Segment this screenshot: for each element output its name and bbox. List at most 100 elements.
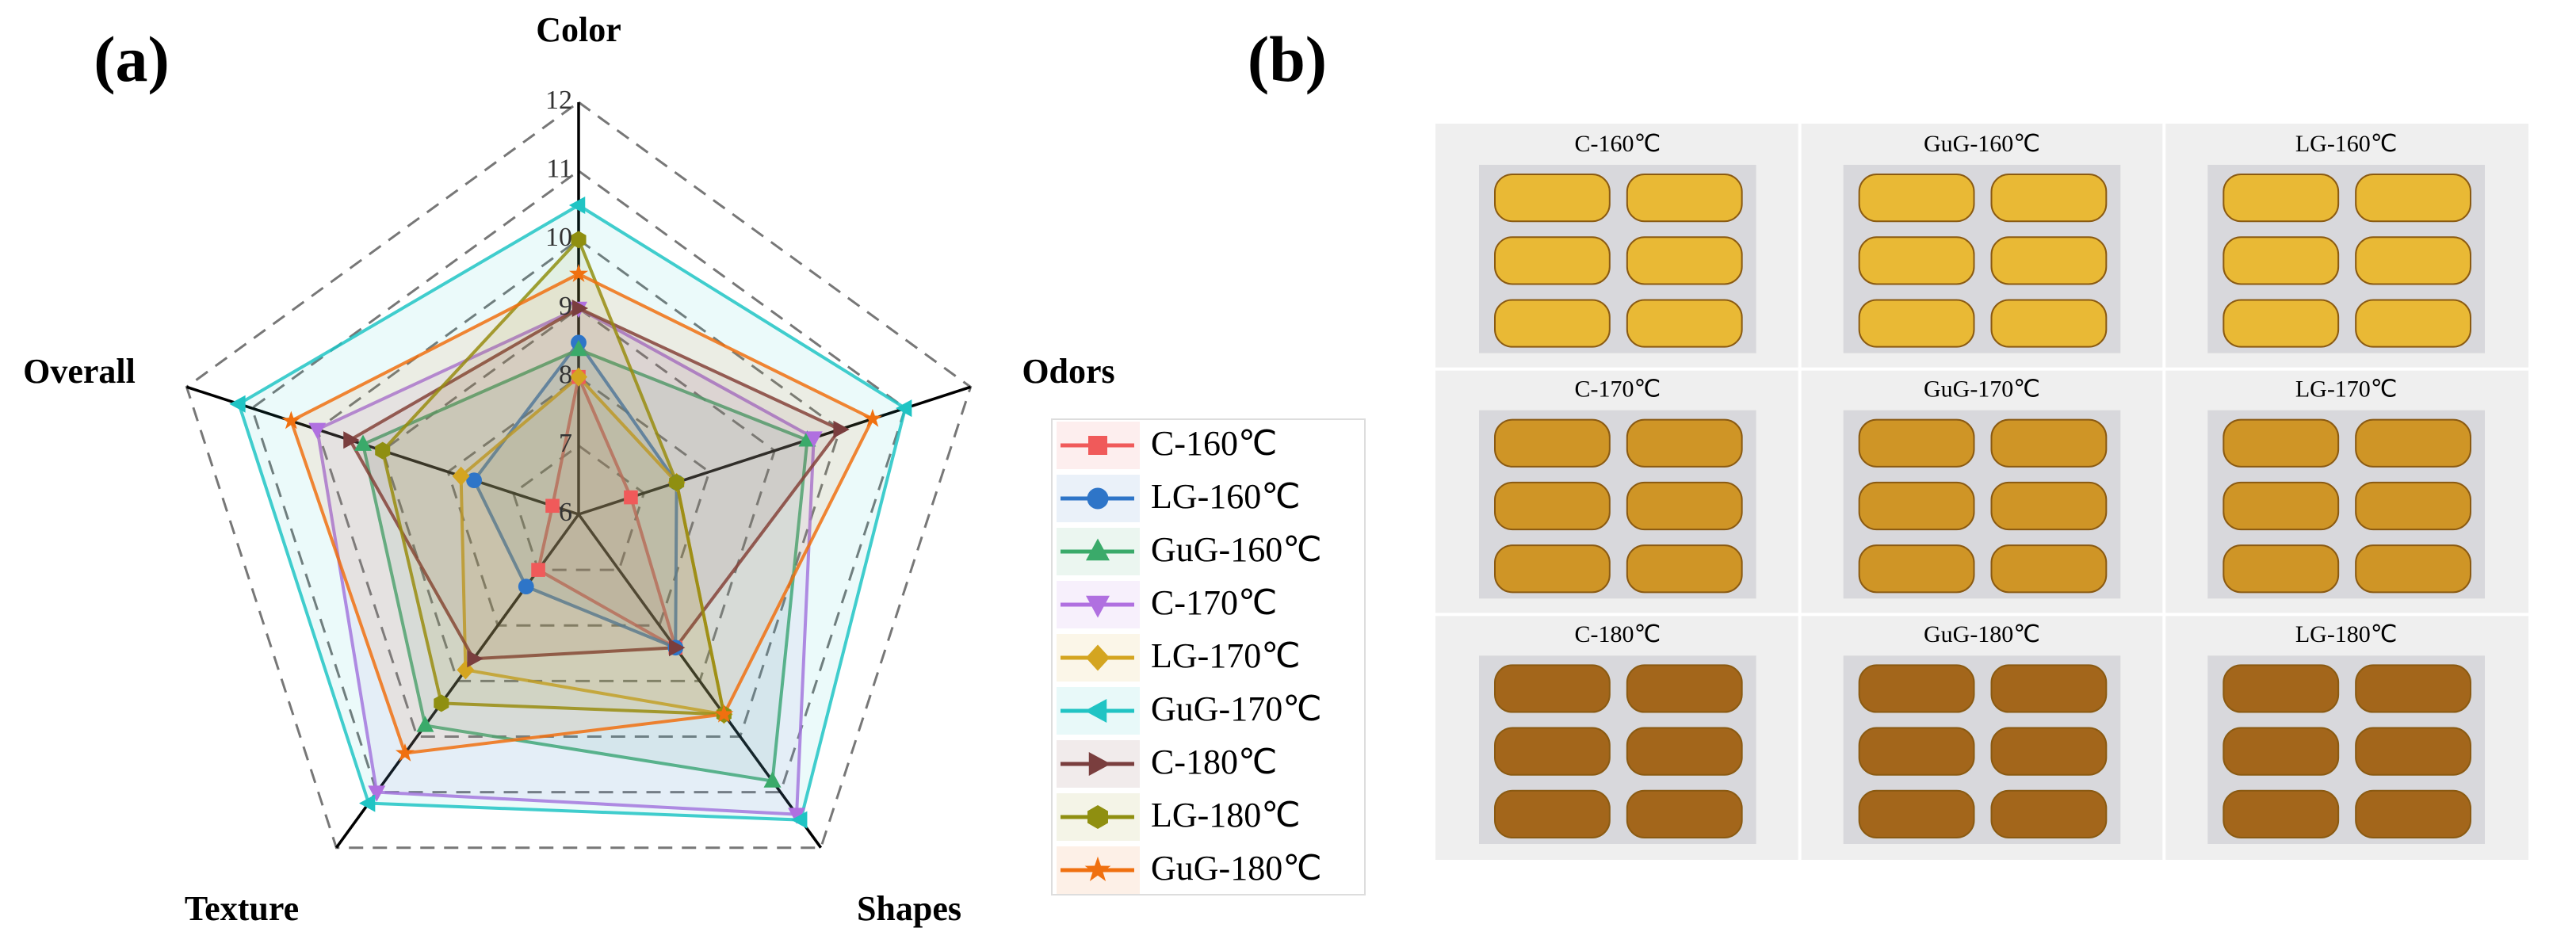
nugget — [2222, 789, 2340, 838]
photo — [1843, 655, 2121, 844]
marker — [763, 771, 782, 788]
marker — [281, 410, 301, 430]
nugget — [2222, 236, 2340, 285]
photo-label: GuG-170℃ — [1924, 376, 2040, 403]
nugget — [2355, 236, 2472, 285]
marker — [518, 579, 534, 595]
series-area — [291, 273, 873, 754]
nugget — [1494, 727, 1611, 776]
nugget — [1494, 789, 1611, 838]
marker — [571, 231, 587, 249]
marker — [467, 650, 483, 668]
grid-line — [511, 444, 646, 571]
marker — [568, 264, 589, 282]
marker — [570, 339, 587, 357]
grid-line — [315, 238, 842, 738]
grid-line — [250, 169, 907, 794]
legend-entry: GuG-160℃ — [1057, 528, 1322, 575]
series-area — [538, 376, 676, 648]
legend-entry: GuG-170℃ — [1057, 687, 1322, 735]
marker — [416, 716, 434, 732]
legend-label: LG-160℃ — [1151, 477, 1301, 516]
photo — [1843, 165, 2121, 353]
nugget — [1858, 299, 1975, 348]
r-tick-label: 10 — [545, 223, 572, 252]
nugget — [1990, 544, 2108, 594]
series-area — [461, 376, 724, 715]
legend-entry: GuG-180℃ — [1057, 846, 1322, 894]
nugget — [1858, 544, 1975, 594]
marker — [896, 399, 912, 418]
marker — [571, 300, 589, 317]
nugget — [2355, 174, 2472, 223]
series-area — [382, 239, 724, 715]
axis-label: Shapes — [857, 889, 961, 928]
nugget — [1858, 727, 1975, 776]
axis-label: Color — [536, 10, 621, 49]
marker — [466, 472, 483, 489]
nugget — [1990, 664, 2108, 713]
marker — [531, 563, 545, 577]
marker — [1084, 699, 1107, 723]
marker — [669, 639, 686, 657]
marker — [359, 794, 376, 812]
nugget — [2355, 664, 2472, 713]
marker — [1084, 856, 1111, 881]
nugget — [1626, 664, 1743, 713]
nugget — [1626, 481, 1743, 531]
marker — [570, 367, 587, 387]
photo — [2207, 165, 2485, 353]
marker — [375, 441, 391, 460]
nugget — [1494, 418, 1611, 468]
nugget — [1494, 174, 1611, 223]
nugget — [1494, 236, 1611, 285]
nugget — [1990, 789, 2108, 838]
nugget — [1990, 418, 2108, 468]
nugget — [1990, 299, 2108, 348]
photo — [1479, 410, 1756, 599]
marker — [395, 743, 415, 762]
nugget — [1494, 664, 1611, 713]
legend-label: C-160℃ — [1151, 424, 1277, 463]
photo-label: LG-160℃ — [2295, 131, 2398, 157]
marker — [791, 811, 808, 829]
marker — [805, 431, 823, 448]
r-tick-label: 12 — [545, 86, 572, 115]
grid-line — [380, 307, 777, 682]
series-line — [459, 374, 726, 716]
marker — [308, 422, 327, 439]
r-tick-label: 6 — [559, 498, 572, 527]
nugget — [1858, 418, 1975, 468]
nugget — [1858, 236, 1975, 285]
photo — [1843, 410, 2121, 599]
nugget — [1858, 789, 1975, 838]
axis-label: Texture — [185, 889, 299, 928]
legend-label: C-180℃ — [1151, 743, 1277, 781]
marker — [457, 660, 475, 680]
nugget — [2355, 727, 2472, 776]
marker — [1087, 805, 1108, 829]
r-tick-label: 9 — [559, 292, 572, 321]
axis-label: Overall — [23, 352, 136, 391]
legend-label: C-170℃ — [1151, 583, 1277, 622]
marker — [368, 785, 386, 802]
series-area — [362, 349, 808, 781]
legend-label: LG-170℃ — [1151, 636, 1301, 675]
nugget — [1494, 544, 1611, 594]
nugget — [1858, 664, 1975, 713]
marker — [833, 420, 850, 438]
photo — [2207, 410, 2485, 599]
legend-entry: LG-160℃ — [1057, 475, 1301, 522]
nugget — [1626, 236, 1743, 285]
nugget — [2222, 418, 2340, 468]
legend-entry: LG-170℃ — [1057, 634, 1301, 682]
marker — [1086, 644, 1110, 671]
nugget — [1626, 299, 1743, 348]
marker — [1086, 538, 1110, 561]
marker — [452, 466, 470, 486]
legend-entry: C-170℃ — [1057, 581, 1277, 628]
nugget — [1626, 727, 1743, 776]
photo-label: GuG-160℃ — [1924, 131, 2040, 157]
photo-label: C-180℃ — [1574, 621, 1661, 647]
legend-label: GuG-170℃ — [1151, 689, 1322, 728]
